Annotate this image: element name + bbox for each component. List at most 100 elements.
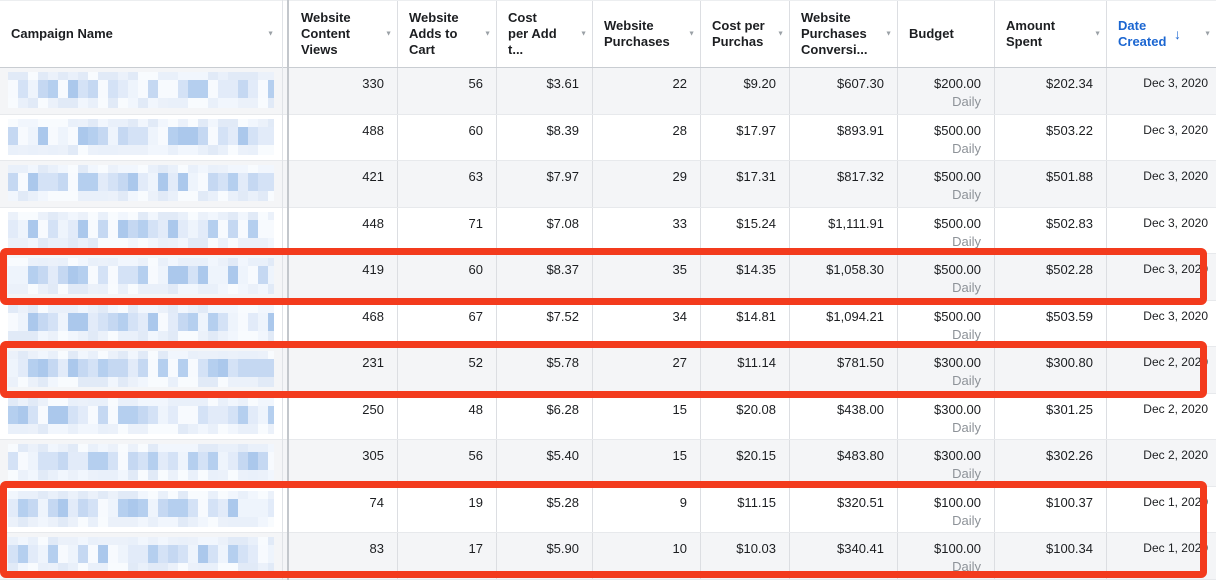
campaign-name-blur xyxy=(8,258,274,266)
chevron-down-icon[interactable]: ▼ xyxy=(885,30,892,38)
budget-value: $300.00 xyxy=(934,355,981,370)
column-header-label: Campaign Name xyxy=(11,26,113,41)
cost-per-add-to-cart-cell: $8.37 xyxy=(497,254,593,300)
chevron-down-icon[interactable]: ▼ xyxy=(688,30,695,38)
redacted-campaign-name-cell[interactable] xyxy=(0,301,290,347)
chevron-down-icon[interactable]: ▼ xyxy=(267,30,274,38)
adds-to-cart-cell: 60 xyxy=(398,254,497,300)
chevron-down-icon[interactable]: ▼ xyxy=(1094,30,1101,38)
adds-to-cart-cell: 60 xyxy=(398,114,497,160)
date-created-cell: Dec 2, 2020 xyxy=(1143,448,1208,462)
chevron-down-icon[interactable]: ▼ xyxy=(484,30,491,38)
budget-value: $100.00 xyxy=(934,541,981,556)
chevron-down-icon[interactable]: ▼ xyxy=(580,30,587,38)
amount-spent-cell: $300.80 xyxy=(995,347,1107,393)
purchases-conversion-value-cell: $320.51 xyxy=(790,486,898,532)
column-header-campaign-name[interactable]: Campaign Name ▼ xyxy=(0,1,290,67)
purchases-cell: 9 xyxy=(593,486,701,532)
table-row[interactable]: 448 71 $7.08 33 $15.24 $1,111.91 $500.00 Daily $… xyxy=(0,207,1216,254)
chevron-down-icon[interactable]: ▼ xyxy=(777,30,784,38)
cost-per-purchase-cell: $14.81 xyxy=(701,300,790,346)
content-views-cell: 83 xyxy=(290,533,398,579)
column-header-cost-per-add-to-cart[interactable]: Cost per Add t... ▼ xyxy=(497,1,593,67)
frozen-column-divider xyxy=(287,0,289,580)
cost-per-add-to-cart-cell: $3.61 xyxy=(497,68,593,114)
campaign-name-blur xyxy=(8,330,274,341)
column-header-cost-per-purchase[interactable]: Cost per Purchas ▼ xyxy=(701,1,790,67)
budget-value: $500.00 xyxy=(934,308,981,324)
column-header-adds-to-cart[interactable]: Website Adds to Cart ▼ xyxy=(398,1,497,67)
sort-descending-icon: ↓ xyxy=(1174,26,1181,42)
campaign-name-blur xyxy=(8,144,274,155)
redacted-campaign-name-cell[interactable] xyxy=(0,533,290,579)
adds-to-cart-cell: 52 xyxy=(398,347,497,393)
budget-value: $500.00 xyxy=(934,122,981,138)
purchases-conversion-value-cell: $893.91 xyxy=(790,114,898,160)
campaign-name-blur xyxy=(8,359,274,377)
budget-type: Daily xyxy=(952,140,981,156)
budget-type: Daily xyxy=(952,94,981,109)
redacted-campaign-name-cell[interactable] xyxy=(0,440,290,486)
column-header-content-views[interactable]: Website Content Views ▼ xyxy=(290,1,398,67)
amount-spent-cell: $501.88 xyxy=(995,161,1107,207)
column-header-label: Website Adds to Cart xyxy=(409,10,459,57)
redacted-campaign-name-cell[interactable] xyxy=(0,254,290,300)
campaign-name-blur xyxy=(8,351,274,359)
campaign-name-blur xyxy=(8,470,274,480)
budget-cell: $300.00 Daily xyxy=(898,393,995,439)
cost-per-purchase-cell: $9.20 xyxy=(701,68,790,114)
column-header-purchases-conversion-value[interactable]: Website Purchases Conversi... ▼ xyxy=(790,1,898,67)
purchases-cell: 29 xyxy=(593,161,701,207)
table-row[interactable]: 250 48 $6.28 15 $20.08 $438.00 $300.00 Daily $30… xyxy=(0,393,1216,440)
content-views-cell: 74 xyxy=(290,486,398,532)
cost-per-purchase-cell: $11.14 xyxy=(701,347,790,393)
column-header-budget[interactable]: Budget xyxy=(898,1,995,67)
column-header-purchases[interactable]: Website Purchases ▼ xyxy=(593,1,701,67)
table-row[interactable]: 468 67 $7.52 34 $14.81 $1,094.21 $500.00 Daily $… xyxy=(0,300,1216,347)
adds-to-cart-cell: 67 xyxy=(398,300,497,346)
purchases-conversion-value-cell: $1,094.21 xyxy=(790,300,898,346)
amount-spent-cell: $302.26 xyxy=(995,440,1107,486)
table-row[interactable]: 330 56 $3.61 22 $9.20 $607.30 $200.00 Daily $202… xyxy=(0,68,1216,115)
redacted-campaign-name-cell[interactable] xyxy=(0,208,290,254)
purchases-conversion-value-cell: $438.00 xyxy=(790,393,898,439)
column-header-amount-spent[interactable]: Amount Spent ▼ xyxy=(995,1,1107,67)
amount-spent-cell: $100.34 xyxy=(995,533,1107,579)
redacted-campaign-name-cell[interactable] xyxy=(0,161,290,207)
chevron-down-icon[interactable]: ▼ xyxy=(385,30,392,38)
cost-per-add-to-cart-cell: $5.78 xyxy=(497,347,593,393)
table-row[interactable]: 231 52 $5.78 27 $11.14 $781.50 $300.00 Daily $30… xyxy=(0,347,1216,394)
purchases-cell: 35 xyxy=(593,254,701,300)
purchases-cell: 15 xyxy=(593,393,701,439)
date-created-cell: Dec 2, 2020 xyxy=(1143,401,1208,416)
redacted-campaign-name-cell[interactable] xyxy=(0,347,290,393)
cost-per-purchase-cell: $20.15 xyxy=(701,440,790,486)
budget-cell: $300.00 Daily xyxy=(898,440,995,486)
table-row[interactable]: 421 63 $7.97 29 $17.31 $817.32 $500.00 Daily $50… xyxy=(0,161,1216,208)
budget-cell: $100.00 Daily xyxy=(898,533,995,579)
budget-cell: $500.00 Daily xyxy=(898,207,995,253)
table-row[interactable]: 74 19 $5.28 9 $11.15 $320.51 $100.00 Daily $100.… xyxy=(0,486,1216,533)
redacted-campaign-name-cell[interactable] xyxy=(0,394,290,440)
table-row[interactable]: 419 60 $8.37 35 $14.35 $1,058.30 $500.00 Daily $… xyxy=(0,254,1216,301)
redacted-campaign-name-cell[interactable] xyxy=(0,487,290,533)
table-body: 330 56 $3.61 22 $9.20 $607.30 $200.00 Daily $202… xyxy=(0,68,1216,580)
campaign-name-blur xyxy=(8,423,274,434)
adds-to-cart-cell: 63 xyxy=(398,161,497,207)
amount-spent-cell: $503.59 xyxy=(995,300,1107,346)
campaign-name-blur xyxy=(8,284,274,294)
cost-per-purchase-cell: $11.15 xyxy=(701,486,790,532)
redacted-campaign-name-cell[interactable] xyxy=(0,68,290,114)
campaign-name-blur xyxy=(8,377,274,387)
purchases-cell: 27 xyxy=(593,347,701,393)
column-header-label: Cost per Add t... xyxy=(508,10,557,57)
frozen-column-divider xyxy=(282,0,283,580)
campaign-name-blur xyxy=(8,405,274,424)
redacted-campaign-name-cell[interactable] xyxy=(0,115,290,161)
chevron-down-icon[interactable]: ▼ xyxy=(1204,30,1211,38)
column-header-date-created[interactable]: Date Created ↓ ▼ xyxy=(1107,1,1216,67)
date-created-cell: Dec 2, 2020 xyxy=(1143,355,1208,369)
table-row[interactable]: 488 60 $8.39 28 $17.97 $893.91 $500.00 Daily $50… xyxy=(0,114,1216,161)
table-row[interactable]: 305 56 $5.40 15 $20.15 $483.80 $300.00 Daily $30… xyxy=(0,440,1216,487)
table-row[interactable]: 83 17 $5.90 10 $10.03 $340.41 $100.00 Daily $100… xyxy=(0,533,1216,580)
